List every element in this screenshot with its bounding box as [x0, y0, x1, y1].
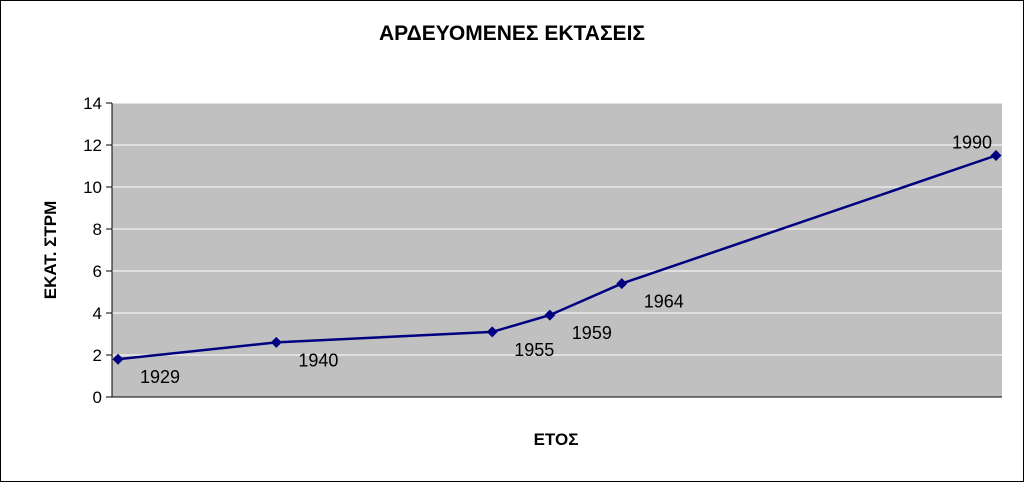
data-point-marker [616, 278, 628, 290]
y-tick-label: 8 [93, 220, 102, 239]
series-polyline [117, 154, 997, 361]
y-tick-label: 6 [93, 262, 102, 281]
y-tick-label: 12 [83, 136, 102, 155]
x-axis-title: ΕΤΟΣ [534, 430, 579, 449]
y-tick-label: 14 [83, 94, 102, 113]
y-axis-title: ΕΚΑΤ. ΣΤΡΜ [41, 201, 60, 300]
y-tick-label: 4 [93, 304, 102, 323]
y-tick-label: 0 [93, 388, 102, 407]
data-label: 1929 [140, 367, 180, 387]
data-point-marker [544, 309, 556, 321]
data-markers [112, 150, 1002, 365]
data-labels: 1929 1940 1955 1959 1964 1990 [140, 133, 992, 388]
data-point-marker [990, 150, 1002, 161]
gridlines [112, 102, 1002, 356]
chart-title: ΑΡΔΕΥΟΜΕΝΕΣ ΕΚΤΑΣΕΙΣ [379, 22, 645, 45]
y-tick-label: 2 [93, 346, 102, 365]
data-label: 1959 [572, 323, 612, 343]
data-label: 1990 [952, 133, 992, 153]
y-tick-labels: 0 2 4 6 8 10 12 14 [83, 94, 102, 407]
series-line [117, 154, 997, 361]
plot-area [112, 103, 1002, 397]
data-label: 1955 [514, 340, 554, 360]
data-label: 1940 [298, 350, 338, 370]
axes [106, 102, 1002, 398]
data-point-marker [112, 353, 124, 365]
y-tick-label: 10 [83, 178, 102, 197]
data-label: 1964 [644, 292, 684, 312]
data-point-marker [270, 336, 282, 348]
data-point-marker [486, 326, 498, 338]
